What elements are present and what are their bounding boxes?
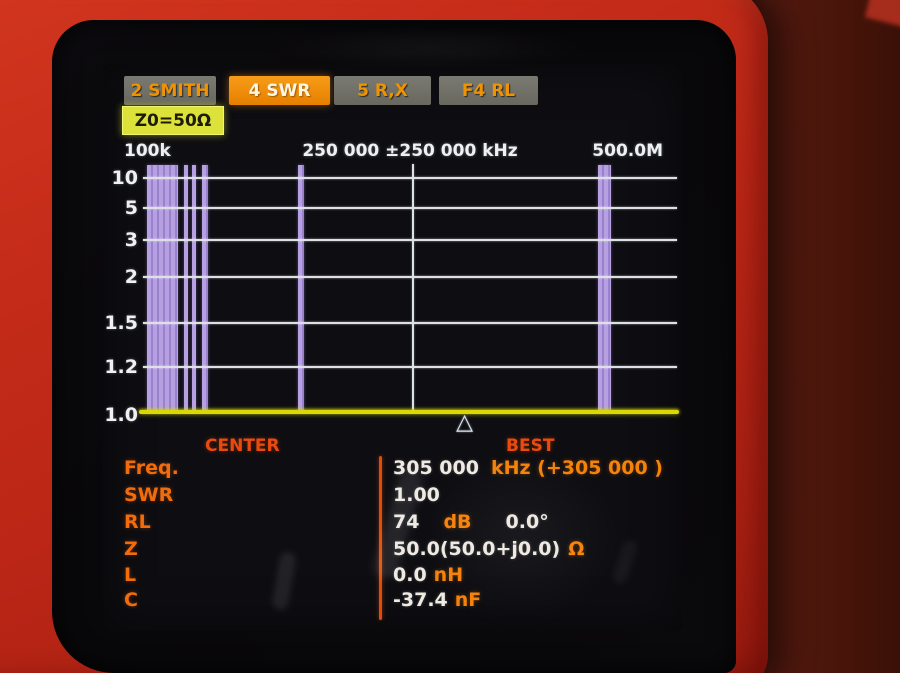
- gridline: [143, 366, 677, 368]
- swr-plot[interactable]: [139, 164, 679, 414]
- param-value-part: nH: [433, 564, 464, 586]
- lcd-screen: [103, 64, 682, 631]
- param-value-part: 0.0°: [505, 511, 549, 533]
- param-label-c: C: [124, 589, 138, 611]
- interference-bar: [184, 165, 188, 412]
- y-tick-label: 2: [124, 266, 138, 288]
- marker-triangle-icon[interactable]: △: [456, 410, 474, 435]
- param-value-part: 1.00: [393, 484, 440, 506]
- interference-bar: [201, 165, 208, 412]
- tab-f4-rl[interactable]: F4 RL: [439, 76, 538, 105]
- z0-badge[interactable]: Z0=50Ω: [122, 106, 224, 135]
- center-frequency-line: [412, 164, 415, 412]
- param-label-freq: Freq.: [124, 457, 179, 479]
- gridline: [143, 239, 677, 241]
- gridline: [143, 322, 677, 324]
- param-value-part: -37.4: [393, 589, 448, 611]
- param-value-part: nF: [454, 589, 482, 611]
- param-value-row: 0.0 nH: [393, 566, 463, 585]
- param-label-rl: RL: [124, 511, 151, 533]
- param-value-row: 74 dB 0.0°: [393, 513, 549, 532]
- param-value-part: kHz (+305 000 ): [490, 457, 663, 479]
- interference-bar: [297, 165, 304, 412]
- gridline: [143, 207, 677, 209]
- freq-stop-label: 500.0M: [592, 141, 663, 161]
- gridline: [143, 276, 677, 278]
- freq-center-label: 250 000 ±250 000 kHz: [302, 141, 518, 161]
- param-value-row: 305 000 kHz (+305 000 ): [393, 459, 663, 478]
- param-value-row: -37.4 nF: [393, 591, 481, 610]
- param-label-z: Z: [124, 538, 138, 560]
- gridline: [143, 177, 677, 179]
- param-label-l: L: [124, 564, 137, 586]
- y-tick-label: 5: [124, 197, 138, 219]
- param-value-part: 74: [393, 511, 420, 533]
- interference-bar: [191, 165, 196, 412]
- param-value-part: 0.0: [393, 564, 427, 586]
- center-header: CENTER: [205, 436, 280, 456]
- y-tick-label: 3: [124, 229, 138, 251]
- tab-4-swr[interactable]: 4 SWR: [229, 76, 330, 105]
- interference-bar: [147, 165, 178, 412]
- y-tick-label: 1.0: [104, 404, 138, 426]
- y-tick-label: 1.5: [104, 312, 138, 334]
- tab-2-smith[interactable]: 2 SMITH: [124, 76, 216, 105]
- y-tick-label: 10: [111, 167, 138, 189]
- y-tick-label: 1.2: [104, 356, 138, 378]
- param-value-part: dB: [443, 511, 472, 533]
- background-red-object: [864, 0, 900, 30]
- param-value-part: Ω: [568, 538, 585, 560]
- param-value-part: 305 000: [393, 457, 479, 479]
- param-value-row: 50.0(50.0+j0.0) Ω: [393, 540, 584, 559]
- tab-5-r-x[interactable]: 5 R,X: [334, 76, 431, 105]
- param-value-row: 1.00: [393, 486, 440, 505]
- freq-start-label: 100k: [124, 141, 171, 161]
- swr-trace: [139, 410, 679, 414]
- readout-divider: [379, 456, 382, 620]
- param-value-part: 50.0(50.0+j0.0): [393, 538, 561, 560]
- param-label-swr: SWR: [124, 484, 174, 506]
- best-header: BEST: [506, 436, 555, 456]
- y-axis-ticks: 10 5 3 2 1.5 1.2 1.0: [94, 164, 138, 425]
- interference-bar: [597, 165, 611, 412]
